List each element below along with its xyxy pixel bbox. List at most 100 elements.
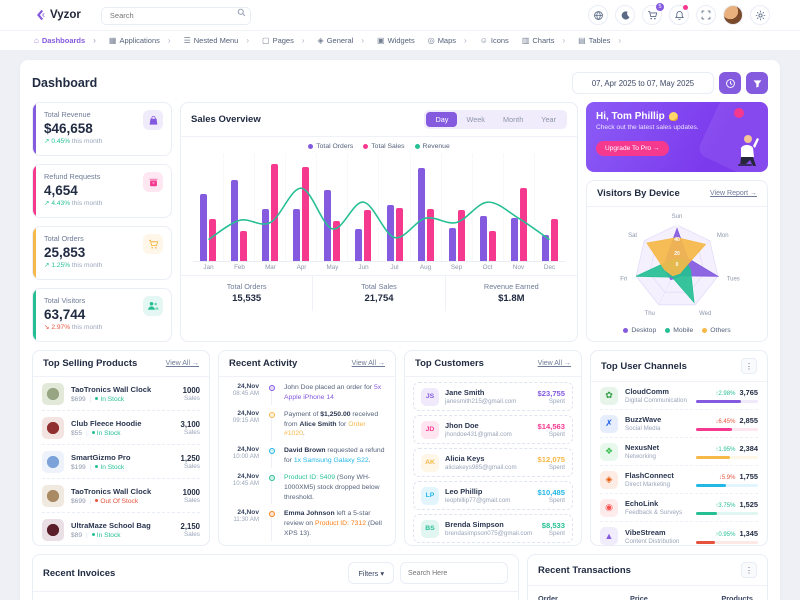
channel-delta: ↑0.95% — [715, 531, 736, 538]
stat-delta: ↘ 2.97% this month — [44, 324, 103, 331]
filter-button[interactable] — [746, 72, 768, 94]
activity-time: 11:30 AM — [233, 516, 259, 524]
channel-row-nexusnet[interactable]: ❖ NexusNet Networking ↑1.95% 2,384 — [600, 438, 758, 466]
chevron-right-icon: › — [246, 36, 250, 45]
dark-mode-moon-icon[interactable] — [615, 5, 635, 25]
bar-group-jul[interactable] — [378, 154, 409, 261]
x-tick: Jun — [358, 264, 369, 271]
stat-label: Total Revenue — [44, 110, 91, 119]
tab-month[interactable]: Month — [502, 115, 524, 124]
channel-row-vibestream[interactable]: ▲ VibeStream Content Distribution ↑0.95%… — [600, 522, 758, 545]
notifications-bell-icon[interactable] — [669, 5, 689, 25]
customer-avatar: BS — [421, 519, 439, 538]
tab-week[interactable]: Week — [466, 115, 485, 124]
transactions-column-products[interactable]: Products — [721, 594, 753, 600]
breadcrumb-item-widgets[interactable]: ▣ Widgets — [377, 36, 415, 45]
breadcrumb-item-pages[interactable]: ▢ Pages › — [262, 36, 305, 45]
breadcrumb-item-applications[interactable]: ▦ Applications › — [108, 36, 171, 45]
customer-row-leo-phillip[interactable]: LP Leo Phillip leophillip77@gmail.com $1… — [413, 481, 573, 510]
user-avatar[interactable] — [723, 5, 743, 25]
product-row-ultramaze-school-bag[interactable]: UltraMaze School Bag $89 | In Stock 2,150… — [42, 513, 200, 545]
breadcrumb-item-maps[interactable]: ◎ Maps › — [427, 36, 467, 45]
product-name: Club Fleece Hoodie — [71, 418, 142, 428]
transactions-menu-button[interactable]: ⋮ — [741, 562, 757, 578]
svg-text:0: 0 — [676, 262, 679, 268]
fullscreen-icon[interactable] — [696, 5, 716, 25]
upgrade-to-pro-button[interactable]: Upgrade To Pro → — [596, 141, 669, 156]
activity-item[interactable]: 24,Nov 08:45 AM John Doe placed an order… — [223, 383, 386, 410]
time-refresh-button[interactable] — [719, 72, 741, 94]
activity-item[interactable]: 24,Nov 09:15 AM Payment of $1,250.00 rec… — [223, 410, 386, 447]
product-row-club-fleece-hoodie[interactable]: Club Fleece Hoodie $55 | In Stock 3,100 S… — [42, 411, 200, 445]
channel-row-buzzwave[interactable]: ✗ BuzzWave Social Media ↓6.45% 2,855 — [600, 410, 758, 438]
bar-group-dec[interactable] — [533, 154, 565, 261]
legend-revenue: Revenue — [414, 143, 450, 150]
bar-group-may[interactable] — [316, 154, 347, 261]
bar-group-sep[interactable] — [440, 154, 472, 261]
stat-card-total-visitors: Total Visitors 63,744 ↘ 2.97% this month — [32, 288, 172, 342]
customers-view-all-link[interactable]: View All → — [537, 360, 571, 367]
bar-group-nov[interactable] — [502, 154, 534, 261]
transactions-column-order[interactable]: Order — [538, 594, 558, 600]
breadcrumb-item-charts[interactable]: ▥ Charts › — [521, 36, 566, 45]
breadcrumb-item-tables[interactable]: ▤ Tables › — [578, 36, 622, 45]
bar-group-jun[interactable] — [347, 154, 378, 261]
product-row-smartgizmo-pro[interactable]: SmartGizmo Pro $199 | In Stock 1,250 Sale… — [42, 445, 200, 479]
channel-progress-fill — [696, 456, 731, 459]
vyzor-logo[interactable]: Vyzor — [34, 9, 81, 21]
channel-category: Feedback & Surveys — [625, 509, 683, 516]
bar-group-mar[interactable] — [254, 154, 285, 261]
product-row-taotronics-wall-clock[interactable]: TaoTronics Wall Clock $699 | In Stock 100… — [42, 377, 200, 411]
tab-year[interactable]: Year — [541, 115, 556, 124]
channel-row-cloudcomm[interactable]: ✿ CloudComm Digital Communication ↑2.98%… — [600, 382, 758, 410]
breadcrumb-item-icons[interactable]: ☺ Icons — [479, 36, 509, 45]
product-row-taotronics-wall-clock[interactable]: TaoTronics Wall Clock $699 | Out Of Stock… — [42, 479, 200, 513]
channel-row-flashconnect[interactable]: ◈ FlashConnect Direct Marketing ↓5.9% 1,… — [600, 466, 758, 494]
bar-group-oct[interactable] — [471, 154, 503, 261]
settings-gear-icon[interactable] — [750, 5, 770, 25]
bar-group-aug[interactable] — [409, 154, 441, 261]
search-input[interactable] — [100, 6, 251, 25]
customer-row-alicia-keys[interactable]: AK Alicia Keys aliciakeys985@gmail.com $… — [413, 448, 573, 477]
tab-day[interactable]: Day — [426, 112, 458, 127]
breadcrumb-item-general[interactable]: ◈ General › — [317, 36, 365, 45]
invoices-search-input[interactable] — [400, 562, 508, 584]
channel-row-echolink[interactable]: ◉ EchoLink Feedback & Surveys ↑3.75% 1,5… — [600, 494, 758, 522]
customer-row-jane-smith[interactable]: JS Jane Smith janesmith215@gmail.com $23… — [413, 382, 573, 411]
activity-item[interactable]: 24,Nov 10:45 AM Product ID: 5409 (Sony W… — [223, 473, 386, 510]
banner-person-illustration — [738, 135, 759, 166]
activity-dot — [268, 474, 275, 481]
customer-row-brenda-simpson[interactable]: BS Brenda Simpson brendasimpson075@gmail… — [413, 514, 573, 543]
activity-text: David Brown requested a refund for 1x Sa… — [284, 447, 385, 465]
x-tick: Mar — [265, 264, 276, 271]
x-tick: Dec — [543, 264, 556, 271]
view-report-link[interactable]: View Report → — [710, 190, 757, 197]
date-range-picker[interactable]: 07, Apr 2025 to 07, May 2025 — [572, 72, 714, 94]
customer-amount: $8,533 — [541, 520, 565, 530]
breadcrumb-item-dashboards[interactable]: ⌂ Dashboards › — [34, 36, 96, 45]
breadcrumb-item-nested-menu[interactable]: ☰ Nested Menu › — [183, 36, 250, 45]
language-globe-icon[interactable] — [588, 5, 608, 25]
channel-delta: ↓6.45% — [715, 419, 736, 425]
customer-row-jhon-doe[interactable]: JD Jhon Doe jhondoe431@gmail.com $14,563… — [413, 415, 573, 444]
activity-view-all-link[interactable]: View All → — [351, 360, 385, 367]
visitors-title: Visitors By Device — [597, 188, 680, 199]
cart-icon[interactable]: 5 — [642, 3, 664, 25]
stat-value: 25,853 — [44, 245, 86, 260]
bar-group-apr[interactable] — [285, 154, 316, 261]
activity-date: 24,Nov — [237, 409, 259, 417]
x-tick: Jan — [203, 264, 214, 271]
activity-date: 24,Nov — [237, 446, 259, 454]
activity-item[interactable]: 24,Nov 11:30 AM Emma Johnson left a 5-st… — [223, 509, 386, 545]
products-view-all-link[interactable]: View All → — [165, 360, 199, 367]
product-price: $55 — [71, 429, 83, 437]
sales-period-tabs: Day Week Month Year — [424, 110, 567, 129]
top-customers-card: Top Customers View All → JS Jane Smith j… — [404, 350, 582, 546]
bar-group-jan[interactable] — [193, 154, 223, 261]
channels-menu-button[interactable]: ⋮ — [741, 358, 757, 374]
filters-button[interactable]: Filters ▾ — [348, 562, 394, 584]
bar-group-feb[interactable] — [223, 154, 254, 261]
activity-date: 24,Nov — [237, 509, 259, 517]
transactions-column-price[interactable]: Price — [629, 594, 648, 600]
activity-item[interactable]: 24,Nov 10:00 AM David Brown requested a … — [223, 446, 386, 473]
